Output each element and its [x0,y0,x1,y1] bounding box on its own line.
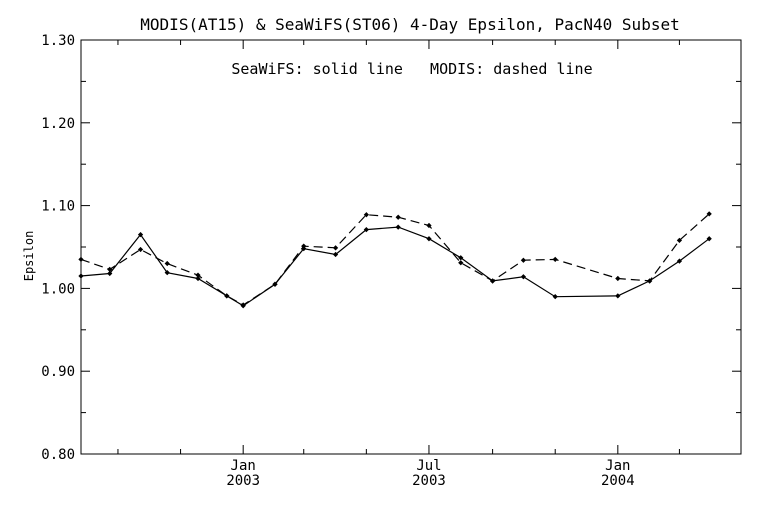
seawifs-data-point [137,231,144,238]
modis-series-line [80,213,710,306]
y-tick-label: 1.30 [41,33,75,49]
x-tick-label-month: Jan [605,458,630,474]
modis-data-point [676,237,683,244]
x-tick-label-year: 2003 [412,473,446,489]
modis-data-point [272,281,278,287]
seawifs-data-point [195,275,201,282]
y-tick-label: 1.00 [41,281,75,297]
modis-data-point [195,272,201,278]
modis-data-point [332,245,339,251]
x-tick-label-year: 2003 [226,473,260,489]
x-tick-label-month: Jan [231,458,256,474]
modis-data-point [363,212,369,218]
modis-data-point [78,256,84,263]
seawifs-data-point [706,236,712,242]
modis-data-point [395,214,401,220]
x-tick-label-year: 2004 [601,473,635,489]
modis-data-point [426,222,432,229]
chart-annotation: SeaWiFS: solid line MODIS: dashed line [231,60,592,78]
modis-data-point [164,260,170,267]
plot-frame [80,39,742,455]
seawifs-data-point [332,251,339,258]
seawifs-data-point [395,224,401,230]
modis-data-point [107,266,113,272]
y-tick-label: 1.10 [41,199,75,215]
y-axis-ticks: 0.80 0.90 1.00 1.10 1.20 1.30 [41,33,741,463]
modis-data-point [647,278,653,284]
x-tick-label-month: Jul [416,458,441,474]
chart-title: MODIS(AT15) & SeaWiFS(ST06) 4-Day Epsilo… [140,15,679,34]
modis-data-point [489,278,496,284]
series-layer [78,211,712,309]
seawifs-data-point [78,273,84,279]
modis-data-point [706,211,712,217]
seawifs-data-point [363,226,369,233]
y-tick-label: 0.90 [41,364,75,380]
modis-data-point [520,257,527,263]
y-tick-label: 0.80 [41,447,75,463]
y-axis-label: Epsilon [22,231,36,282]
seawifs-data-point [615,293,621,299]
modis-data-point [224,293,230,299]
seawifs-data-point [676,258,683,264]
modis-data-point [615,275,621,282]
modis-data-point [240,302,246,308]
y-tick-label: 1.20 [41,116,75,132]
modis-data-point [552,256,558,263]
seawifs-data-point [520,274,527,280]
seawifs-data-point [426,236,432,242]
modis-data-point [137,246,144,253]
seawifs-data-point [552,294,558,300]
modis-data-point [301,243,307,249]
seawifs-data-point [458,255,464,261]
modis-data-point [458,260,464,266]
seawifs-data-point [107,270,113,277]
seawifs-data-point [164,270,170,276]
